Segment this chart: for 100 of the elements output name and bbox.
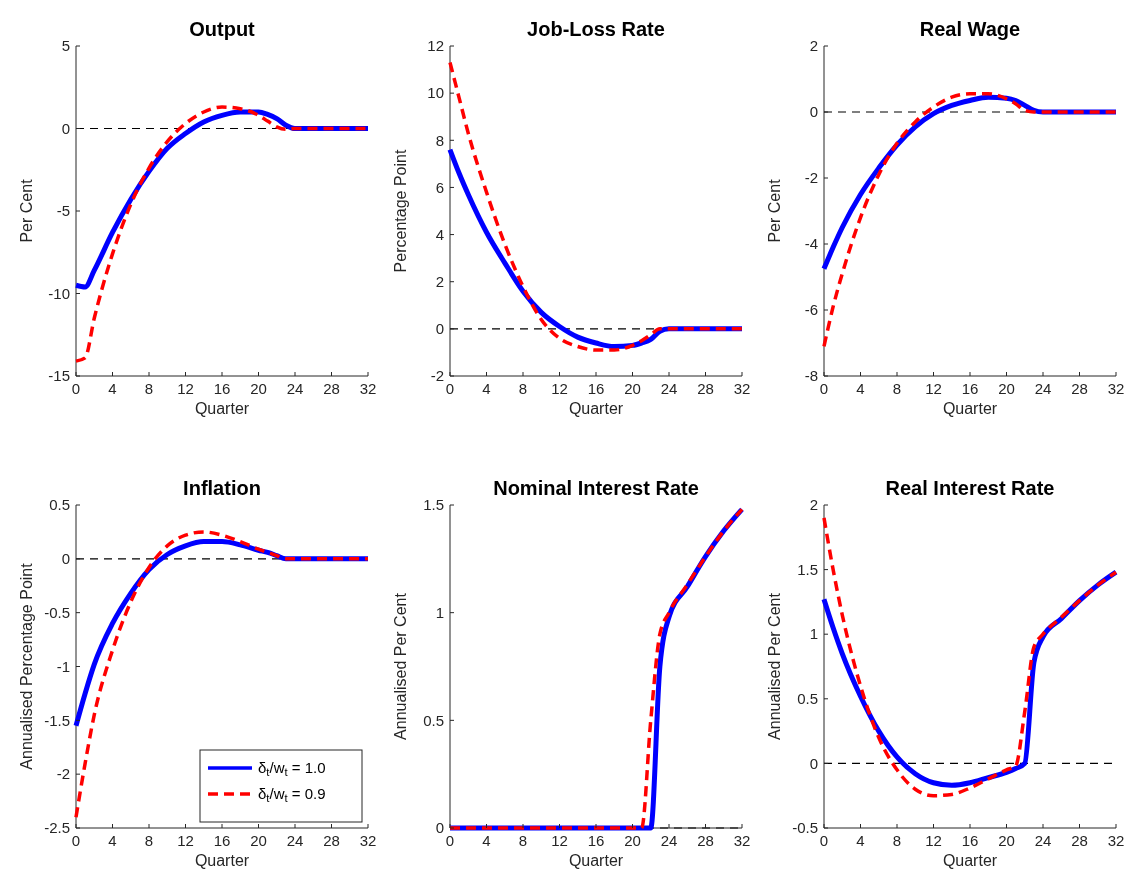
x-tick-label: 24 (660, 832, 678, 849)
x-axis-title: Quarter (942, 852, 998, 869)
chart-title: Real Wage (919, 18, 1021, 40)
line-series (74, 530, 370, 819)
x-tick-label: 20 (624, 380, 641, 397)
x-tick-label: 8 (892, 380, 902, 397)
y-tick-label: 4 (435, 225, 444, 243)
chart-title: Real Interest Rate (885, 477, 1055, 499)
y-tick-label: 2 (435, 272, 444, 290)
x-tick-label: 28 (697, 832, 714, 849)
x-tick-label: 20 (250, 380, 267, 397)
x-tick-label: 12 (925, 380, 942, 397)
legend-label: δ$_{t}$/w$_{t}$ = 1.0 (258, 759, 326, 779)
y-tick-label: -15 (48, 367, 70, 385)
y-tick-label: -2 (804, 169, 818, 187)
y-axis-title: Annualised Per Cent (766, 592, 783, 740)
y-tick-label: 0 (809, 103, 818, 121)
x-tick-label: 20 (998, 832, 1015, 849)
x-tick-label: 24 (660, 380, 678, 397)
x-tick-label: 28 (323, 380, 340, 397)
y-tick-label: -2 (56, 765, 70, 783)
line-series (822, 92, 1118, 349)
y-tick-label: -10 (48, 284, 70, 302)
y-tick-label: -1 (56, 657, 70, 675)
x-tick-label: 4 (108, 832, 117, 849)
chart-title: Inflation (183, 477, 261, 499)
x-tick-label: 28 (323, 832, 340, 849)
x-tick-label: 32 (359, 832, 377, 849)
y-tick-label: 8 (435, 131, 444, 149)
x-axis-title: Quarter (568, 852, 624, 869)
x-tick-label: 24 (1034, 380, 1052, 397)
y-tick-label: 1.5 (797, 560, 818, 578)
y-tick-label: 6 (435, 178, 444, 196)
x-tick-label: 12 (551, 832, 568, 849)
x-tick-label: 20 (250, 832, 267, 849)
x-axis-title: Quarter (568, 400, 624, 417)
x-tick-label: 24 (286, 832, 304, 849)
x-tick-label: 8 (144, 380, 154, 397)
x-tick-label: 32 (1107, 380, 1125, 397)
y-tick-label: 5 (61, 37, 70, 55)
x-tick-label: 4 (108, 380, 117, 397)
y-tick-label: 1 (435, 603, 444, 621)
x-tick-label: 16 (587, 832, 605, 849)
chart-title: Job-Loss Rate (527, 18, 665, 40)
x-tick-label: 8 (518, 380, 528, 397)
x-tick-label: 8 (144, 832, 154, 849)
legend-label: δ$_{t}$/w$_{t}$ = 0.9 (258, 785, 326, 805)
x-tick-label: 8 (518, 832, 528, 849)
x-axis-title: Quarter (194, 400, 250, 417)
y-tick-label: 2 (809, 496, 818, 514)
y-axis-title: Per Cent (18, 178, 35, 243)
y-axis-title: Annualised Per Cent (392, 592, 409, 740)
x-tick-label: 24 (1034, 832, 1052, 849)
y-axis-title: Percentage Point (392, 149, 409, 273)
x-tick-label: 28 (1071, 832, 1088, 849)
y-axis-title: Annualised Percentage Point (18, 562, 35, 770)
x-tick-label: 8 (892, 832, 902, 849)
x-tick-label: 4 (482, 380, 491, 397)
x-tick-label: 4 (856, 380, 865, 397)
y-tick-label: -2 (430, 367, 444, 385)
x-tick-label: 20 (998, 380, 1015, 397)
x-tick-label: 16 (587, 380, 605, 397)
y-tick-label: -1.5 (44, 711, 70, 729)
y-tick-label: 2 (809, 37, 818, 55)
x-tick-label: 4 (856, 832, 865, 849)
y-tick-label: 0 (809, 754, 818, 772)
x-axis-title: Quarter (942, 400, 998, 417)
x-tick-label: 32 (1107, 832, 1125, 849)
line-series (448, 60, 744, 352)
x-tick-label: 28 (697, 380, 714, 397)
x-tick-label: 12 (925, 832, 942, 849)
line-series (822, 516, 1118, 798)
y-tick-label: 0.5 (797, 690, 818, 708)
x-tick-label: 16 (213, 832, 231, 849)
y-tick-label: -4 (804, 235, 818, 253)
y-axis-title: Per Cent (766, 178, 783, 243)
y-tick-label: -8 (804, 367, 818, 385)
x-tick-label: 32 (733, 380, 751, 397)
x-axis-title: Quarter (194, 852, 250, 869)
y-tick-label: -6 (804, 301, 818, 319)
x-tick-label: 4 (482, 832, 491, 849)
x-tick-label: 12 (177, 380, 194, 397)
y-tick-label: 0.5 (49, 496, 70, 514)
x-tick-label: 24 (286, 380, 304, 397)
y-tick-label: -0.5 (792, 819, 818, 837)
x-tick-label: 16 (961, 832, 979, 849)
x-tick-label: 32 (733, 832, 751, 849)
y-tick-label: 0 (61, 550, 70, 568)
x-tick-label: 28 (1071, 380, 1088, 397)
y-tick-label: -0.5 (44, 603, 70, 621)
y-tick-label: -2.5 (44, 819, 70, 837)
y-tick-label: 1 (809, 625, 818, 643)
y-tick-label: 0 (435, 320, 444, 338)
y-tick-label: 10 (427, 84, 444, 102)
y-tick-label: -5 (56, 202, 70, 220)
y-tick-label: 0.5 (423, 711, 444, 729)
x-tick-label: 16 (213, 380, 231, 397)
x-tick-label: 32 (359, 380, 377, 397)
y-tick-label: 12 (427, 37, 444, 55)
x-tick-label: 20 (624, 832, 641, 849)
